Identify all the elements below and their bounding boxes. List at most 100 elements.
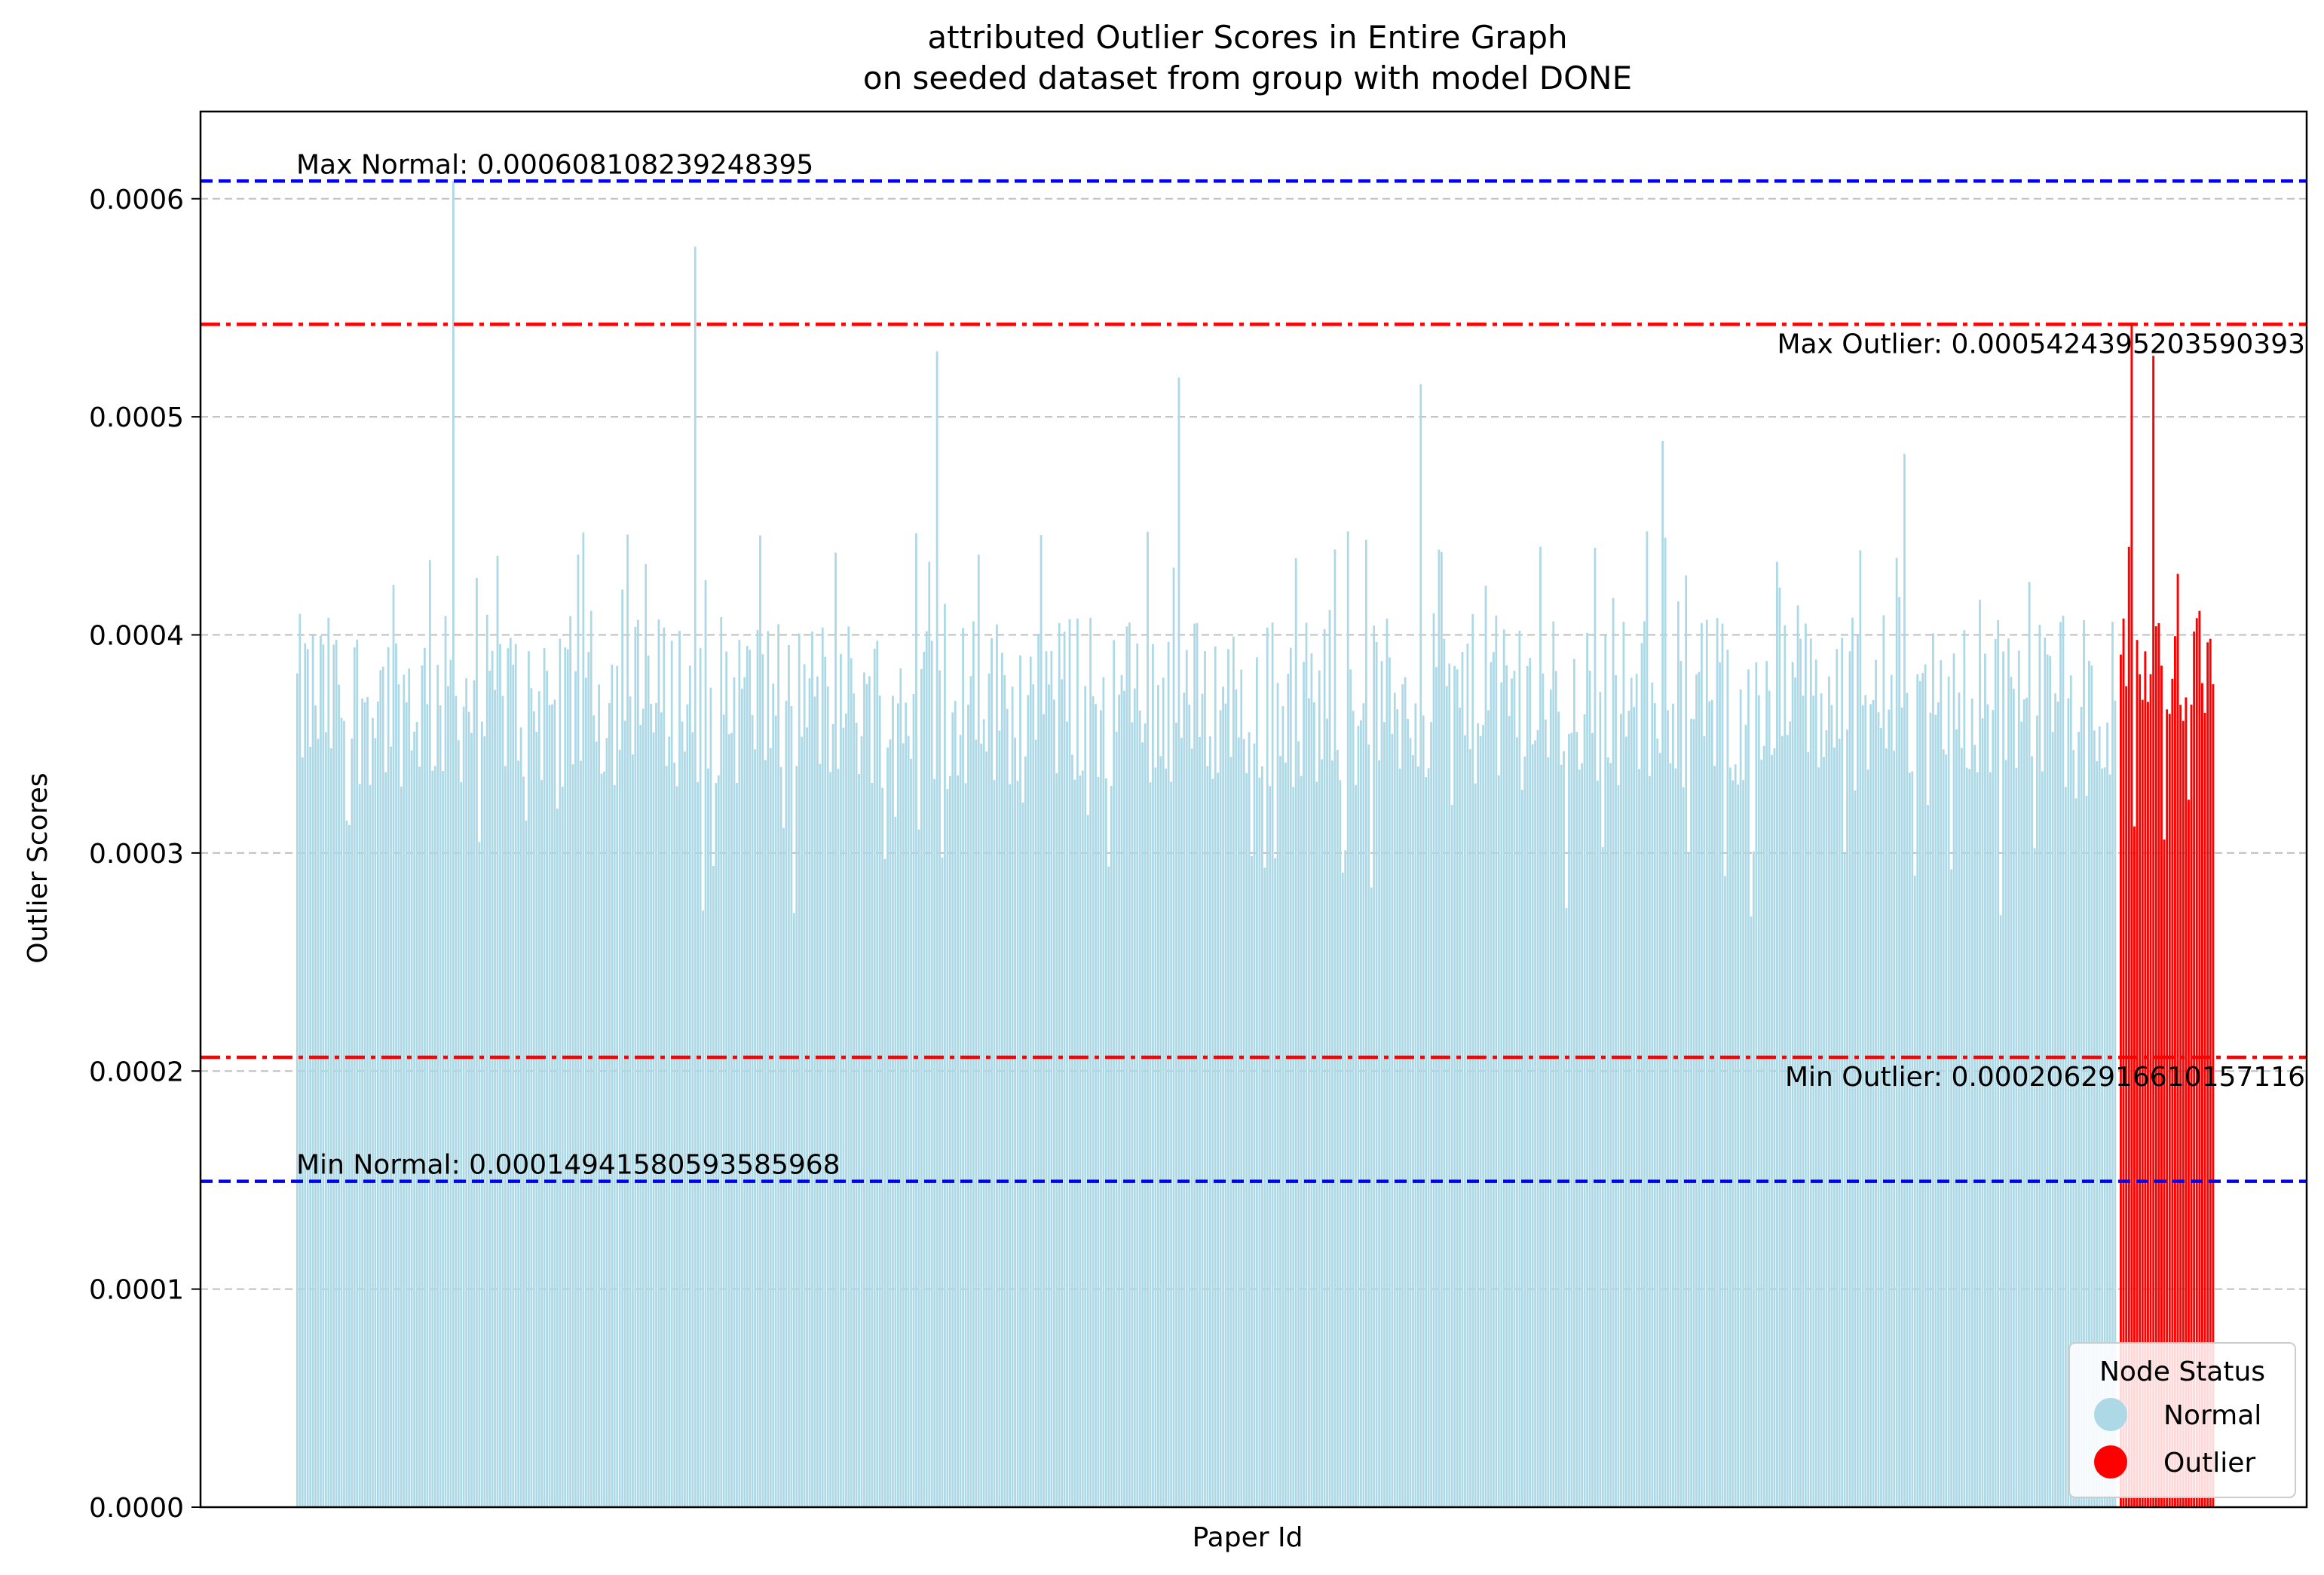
y-tick-label: 0.0001: [89, 1275, 184, 1306]
normal-bar: [1263, 867, 1266, 1507]
normal-bar: [494, 690, 496, 1507]
normal-bar: [668, 736, 671, 1507]
normal-bar: [853, 693, 856, 1507]
normal-bar: [504, 766, 507, 1507]
normal-bar: [1851, 617, 1854, 1507]
normal-bar: [1955, 729, 1958, 1507]
normal-bar: [756, 630, 759, 1507]
normal-bar: [535, 732, 538, 1508]
normal-bar: [1040, 535, 1043, 1507]
normal-bar: [1635, 674, 1638, 1507]
normal-bar: [1909, 772, 1911, 1507]
normal-bar: [1172, 567, 1175, 1507]
normal-bar: [1676, 601, 1679, 1507]
normal-bar: [2065, 787, 2067, 1507]
normal-bar: [1830, 705, 1833, 1507]
normal-bar: [1747, 669, 1750, 1507]
normal-bar: [1193, 623, 1196, 1507]
normal-bar: [1791, 662, 1794, 1508]
normal-bar: [1422, 715, 1425, 1507]
normal-bar: [1529, 658, 1532, 1507]
outlier-bar: [2195, 618, 2198, 1507]
normal-bar: [2059, 622, 2062, 1507]
normal-bar: [559, 638, 562, 1507]
normal-bar: [296, 673, 299, 1507]
normal-bar: [332, 644, 335, 1507]
normal-bar: [306, 649, 309, 1507]
normal-bar: [1755, 662, 1758, 1508]
normal-bar: [2054, 693, 2056, 1508]
normal-bar: [442, 771, 444, 1507]
normal-bar: [1560, 764, 1563, 1507]
normal-bar: [1102, 677, 1105, 1507]
outlier-bar: [2166, 709, 2169, 1507]
normal-bar: [1204, 650, 1206, 1508]
normal-bar: [532, 711, 535, 1507]
normal-bar: [1672, 703, 1674, 1507]
normal-bar: [1412, 755, 1414, 1507]
normal-bar: [1940, 660, 1943, 1507]
normal-bar: [1937, 702, 1940, 1507]
normal-bar: [910, 758, 912, 1507]
normal-bar: [1961, 748, 1963, 1507]
normal-bar: [1594, 547, 1597, 1507]
normal-bar: [1362, 703, 1365, 1507]
normal-bar: [1570, 732, 1573, 1507]
normal-bar: [702, 910, 704, 1507]
normal-bar: [1287, 673, 1290, 1508]
normal-bar: [1622, 622, 1625, 1507]
normal-bar: [2088, 660, 2090, 1508]
normal-bar: [769, 748, 772, 1507]
normal-bar: [413, 731, 416, 1507]
normal-bar: [1945, 754, 1948, 1507]
normal-bar: [779, 766, 782, 1507]
normal-bar: [626, 534, 629, 1507]
outlier-bar: [2179, 705, 2182, 1507]
normal-bar: [855, 723, 858, 1507]
normal-bar: [2044, 638, 2047, 1508]
normal-bar: [746, 646, 749, 1507]
normal-bar: [1578, 769, 1581, 1507]
normal-bar: [736, 783, 738, 1507]
normal-bar: [1760, 760, 1763, 1507]
normal-bar: [1175, 723, 1177, 1507]
normal-bar: [1992, 710, 1995, 1507]
normal-bar: [1929, 712, 1932, 1508]
normal-bar: [777, 624, 780, 1507]
outlier-bar: [2157, 622, 2160, 1508]
normal-bar: [1511, 678, 1513, 1507]
normal-bar: [1911, 771, 1914, 1507]
normal-bar: [1497, 775, 1500, 1507]
normal-bar: [1375, 641, 1378, 1507]
normal-bar: [363, 702, 366, 1507]
normal-bar: [1305, 622, 1308, 1508]
normal-bar: [491, 650, 494, 1507]
normal-bar: [1841, 638, 1844, 1507]
normal-bar: [455, 696, 458, 1507]
normal-bar: [569, 616, 572, 1507]
normal-bar: [1300, 775, 1303, 1507]
normal-bar: [1048, 684, 1050, 1508]
normal-bar: [2025, 697, 2029, 1507]
normal-bar: [2106, 722, 2108, 1508]
normal-bar: [917, 829, 920, 1507]
normal-bar: [1430, 722, 1432, 1507]
normal-bar: [1516, 737, 1518, 1507]
normal-bar: [675, 786, 678, 1507]
normal-bar: [850, 658, 853, 1507]
normal-bar: [1061, 679, 1064, 1508]
chart-subtitle: on seeded dataset from group with model …: [863, 60, 1632, 96]
normal-bar: [1167, 641, 1170, 1507]
outlier-bar: [2188, 800, 2190, 1507]
normal-bar: [660, 712, 663, 1507]
normal-bar: [426, 704, 429, 1507]
normal-bar: [1349, 669, 1352, 1508]
normal-bar: [632, 754, 634, 1507]
normal-bar: [1833, 747, 1836, 1507]
normal-bar: [1055, 773, 1058, 1507]
normal-bar: [1880, 727, 1882, 1507]
normal-bar: [1918, 680, 1921, 1508]
normal-bar: [392, 585, 395, 1507]
normal-bar: [948, 775, 951, 1507]
normal-bar: [863, 672, 865, 1507]
